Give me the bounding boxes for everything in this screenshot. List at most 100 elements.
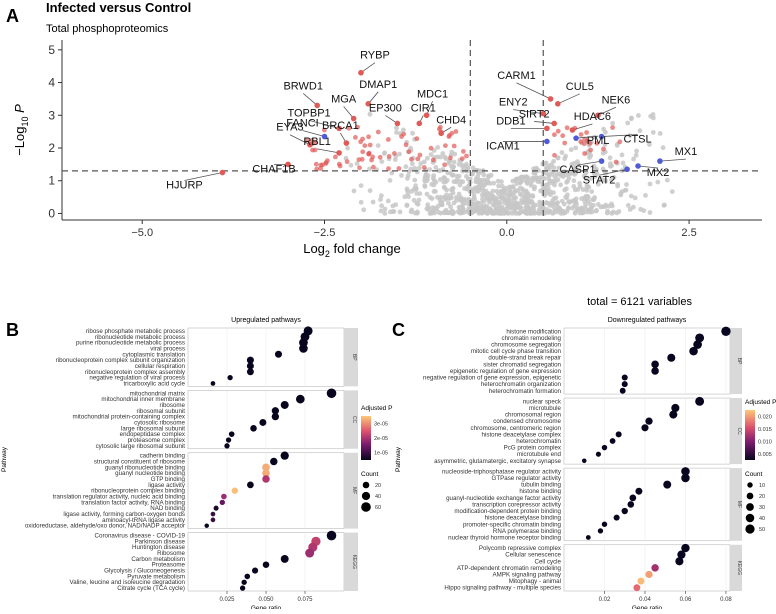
pathway-label: Ribosome [157, 550, 185, 557]
pathway-dot [271, 407, 280, 415]
pathway-dot [613, 514, 620, 521]
highlighted-point [544, 125, 550, 132]
label-connector [557, 93, 580, 105]
data-point [428, 145, 434, 151]
label-connector [599, 168, 628, 176]
pathway-dot [601, 521, 608, 527]
facet-strip [730, 328, 742, 395]
data-point [577, 184, 583, 190]
highlighted-point [544, 138, 550, 145]
data-point [627, 133, 633, 139]
pathway-dot [629, 494, 637, 502]
data-point [641, 208, 647, 214]
data-point [522, 199, 527, 205]
data-point [414, 200, 420, 206]
data-point [528, 183, 534, 188]
pathway-label: ribosome [160, 402, 186, 409]
point-label: CIR1 [411, 102, 436, 114]
highlighted-point [394, 120, 401, 127]
data-point [333, 154, 338, 160]
data-point [404, 186, 410, 192]
highlighted-point [321, 133, 328, 140]
x-tick-label: 0.06 [680, 597, 692, 603]
point-label: DMAP1 [359, 79, 397, 91]
data-point [382, 206, 388, 212]
data-point [561, 201, 567, 207]
point-label: FANCI [286, 118, 318, 130]
pathway-label: GTP binding [151, 476, 186, 483]
pathway-label: modification-dependent protein binding [454, 508, 561, 515]
data-point [355, 124, 360, 130]
pathway-label: guanyl ribonucleotide binding [105, 464, 186, 471]
point-label: CUL5 [566, 81, 594, 93]
data-point [603, 204, 608, 210]
data-point [385, 137, 391, 142]
data-point [546, 176, 552, 182]
data-point [490, 188, 496, 194]
data-point [449, 130, 455, 136]
data-point [556, 165, 562, 171]
pathway-dot [280, 400, 289, 409]
data-point [475, 200, 480, 206]
y-tick-label: 3 [48, 108, 55, 122]
x-tick-label: 2.5 [681, 227, 696, 239]
data-point [436, 209, 442, 215]
data-point [514, 203, 520, 209]
data-point [336, 161, 342, 167]
legend-size-dot [746, 503, 754, 511]
highlighted-point [595, 112, 601, 119]
data-point [421, 165, 427, 170]
point-label: BRCA1 [322, 120, 359, 132]
data-point [525, 203, 531, 209]
pathway-dot [669, 410, 678, 419]
data-point [591, 197, 597, 203]
pathway-dot [228, 431, 235, 437]
y-axis-title: Pathway [395, 446, 402, 472]
data-point [584, 185, 590, 190]
significant-points [304, 124, 623, 172]
point-label: BRWD1 [283, 80, 323, 92]
data-point [379, 203, 384, 209]
data-point [647, 181, 653, 187]
data-point [440, 151, 446, 156]
data-point [582, 151, 587, 156]
pathway-dot [619, 387, 626, 394]
highlighted-point [358, 69, 364, 76]
pathway-dot [621, 507, 628, 515]
pathway-label: translation regulator activity, nucleic … [53, 494, 186, 501]
data-point [551, 210, 557, 216]
pathway-dot [651, 360, 659, 369]
data-point [660, 145, 666, 151]
data-point [464, 186, 470, 192]
label-connector [513, 109, 544, 115]
highlighted-point [551, 120, 557, 127]
data-point [470, 171, 475, 177]
data-point [571, 178, 577, 184]
data-point [472, 196, 477, 202]
pathway-label: mitochondrial inner membrane [101, 396, 185, 403]
data-point [446, 200, 451, 206]
pathway-label: Citrate cycle (TCA cycle) [117, 585, 185, 592]
pathway-dot [675, 557, 684, 566]
data-point [454, 179, 459, 185]
legend-size-dot [361, 491, 371, 501]
data-point [429, 181, 435, 187]
point-label: MGA [331, 94, 357, 106]
point-label: SIRT2 [519, 108, 550, 120]
pathway-label: ligase activity [148, 482, 186, 489]
data-point [422, 184, 428, 190]
legend-color-bar [361, 416, 371, 460]
pathway-label: ligase activity, forming carbon-oxygen b… [63, 511, 185, 518]
pathway-label: Cell cycle [535, 558, 562, 565]
data-point [594, 140, 600, 146]
pathway-dot [645, 570, 653, 579]
data-point [414, 210, 420, 216]
data-point [598, 176, 603, 181]
data-point [379, 159, 385, 165]
data-point [601, 126, 606, 132]
data-point [650, 112, 656, 117]
data-point [415, 156, 421, 162]
data-point [581, 141, 587, 147]
pathway-dot [635, 487, 643, 495]
data-point [598, 204, 604, 210]
